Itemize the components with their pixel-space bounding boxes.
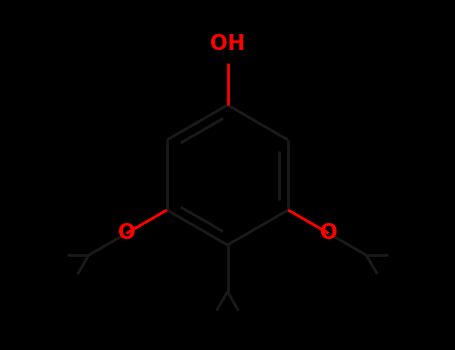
Text: OH: OH [210, 34, 245, 54]
Text: O: O [118, 223, 135, 243]
Text: O: O [320, 223, 337, 243]
